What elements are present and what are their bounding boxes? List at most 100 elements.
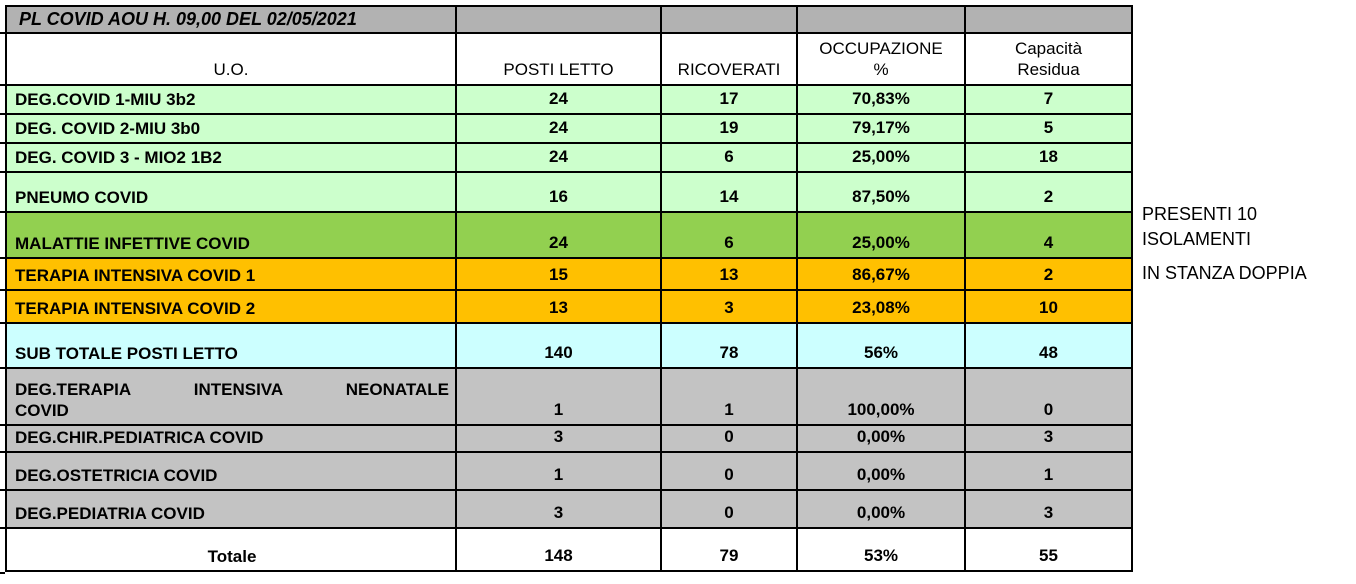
table-row: DEG.TERAPIA INTENSIVA NEONATALE COVID 1 1 1… xyxy=(0,369,1131,426)
cell-uo[interactable]: PNEUMO COVID xyxy=(7,173,457,211)
table-row: Totale 148 79 53% 55 xyxy=(0,529,1131,574)
cell-posti-letto[interactable]: 140 xyxy=(457,324,662,367)
cell-capacita-residua[interactable]: 0 xyxy=(1043,400,1054,419)
cell-posti-letto[interactable]: 3 xyxy=(457,426,662,451)
column-header-capacita-residua[interactable]: Capacità Residua xyxy=(966,34,1131,84)
cell-posti-letto[interactable]: 13 xyxy=(457,291,662,322)
table-row: DEG.PEDIATRIA COVID 3 0 0,00% 3 xyxy=(0,491,1131,529)
cell-uo[interactable]: DEG. COVID 2-MIU 3b0 xyxy=(7,115,457,142)
cell-uo[interactable]: DEG.COVID 1-MIU 3b2 xyxy=(7,86,457,113)
row-label: DEG.OSTETRICIA COVID xyxy=(15,466,218,485)
table-row: DEG.OSTETRICIA COVID 1 0 0,00% 1 xyxy=(0,453,1131,491)
cell-occupazione[interactable]: 86,67% xyxy=(798,259,966,289)
cell-capacita-residua[interactable]: 3 xyxy=(1043,427,1054,446)
cell-posti-letto[interactable]: 15 xyxy=(457,259,662,289)
cell-occupazione[interactable]: 25,00% xyxy=(798,213,966,257)
row-label: DEG.PEDIATRIA COVID xyxy=(15,504,205,523)
column-header-occupazione-label: OCCUPAZIONE % xyxy=(819,39,943,79)
cell-ricoverati[interactable]: 0 xyxy=(662,426,798,451)
cell-capacita-residua[interactable]: 1 xyxy=(1043,465,1054,484)
cell-occupazione[interactable]: 70,83% xyxy=(798,86,966,113)
table-row: SUB TOTALE POSTI LETTO 140 78 56% 48 xyxy=(0,324,1131,369)
title-row-empty-cell[interactable] xyxy=(457,7,662,32)
cell-capacita-residua[interactable]: 18 xyxy=(1039,147,1058,166)
cell-occupazione[interactable]: 56% xyxy=(798,324,966,367)
cell-posti-letto[interactable]: 16 xyxy=(457,173,662,211)
cell-occupazione[interactable]: 87,50% xyxy=(798,173,966,211)
column-header-uo-label: U.O. xyxy=(213,60,249,79)
cell-uo[interactable]: TERAPIA INTENSIVA COVID 1 xyxy=(7,259,457,289)
cell-ricoverati[interactable]: 79 xyxy=(662,529,798,570)
cell-capacita-residua[interactable]: 3 xyxy=(1043,503,1054,522)
title-row-empty-cell[interactable] xyxy=(966,7,1131,32)
title-row-empty-cell[interactable] xyxy=(798,7,966,32)
cell-posti-letto[interactable]: 148 xyxy=(457,529,662,570)
row-label: DEG. COVID 2-MIU 3b0 xyxy=(15,119,201,138)
table-title-cell[interactable]: PL COVID AOU H. 09,00 DEL 02/05/2021 xyxy=(7,7,457,32)
cell-capacita-residua[interactable]: 5 xyxy=(1043,118,1054,137)
cell-occupazione[interactable]: 0,00% xyxy=(798,453,966,489)
cell-uo[interactable]: DEG. COVID 3 - MIO2 1B2 xyxy=(7,144,457,171)
cell-ricoverati[interactable]: 13 xyxy=(662,259,798,289)
cell-capacita-residua[interactable]: 7 xyxy=(1043,89,1054,108)
cell-capacita-residua[interactable]: 10 xyxy=(1039,298,1058,317)
cell-ricoverati[interactable]: 3 xyxy=(662,291,798,322)
table-row: DEG. COVID 2-MIU 3b0 24 19 79,17% 5 xyxy=(0,115,1131,144)
cell-capacita-residua[interactable]: 2 xyxy=(1043,187,1054,206)
cell-uo[interactable]: DEG.OSTETRICIA COVID xyxy=(7,453,457,489)
table-header-row: U.O. POSTI LETTO RICOVERATI OCCUPAZIONE … xyxy=(0,34,1131,86)
cell-occupazione[interactable]: 23,08% xyxy=(798,291,966,322)
cell-ricoverati[interactable]: 1 xyxy=(662,369,798,424)
cell-occupazione[interactable]: 53% xyxy=(798,529,966,570)
cell-capacita-residua[interactable]: 55 xyxy=(1039,546,1058,565)
column-header-ricoverati[interactable]: RICOVERATI xyxy=(662,34,798,84)
cell-capacita-residua[interactable]: 48 xyxy=(1039,343,1058,362)
table-row: TERAPIA INTENSIVA COVID 2 13 3 23,08% 10 xyxy=(0,291,1131,324)
cell-ricoverati[interactable]: 6 xyxy=(662,144,798,171)
cell-uo[interactable]: SUB TOTALE POSTI LETTO xyxy=(7,324,457,367)
table-title-row: PL COVID AOU H. 09,00 DEL 02/05/2021 xyxy=(0,7,1131,34)
side-note: PRESENTI 10 ISOLAMENTI IN STANZA DOPPIA xyxy=(1142,202,1356,286)
cell-uo[interactable]: DEG.PEDIATRIA COVID xyxy=(7,491,457,527)
column-header-uo[interactable]: U.O. xyxy=(7,34,457,84)
cell-posti-letto[interactable]: 24 xyxy=(457,213,662,257)
cell-posti-letto[interactable]: 24 xyxy=(457,144,662,171)
table-row: MALATTIE INFETTIVE COVID 24 6 25,00% 4 xyxy=(0,213,1131,259)
cell-capacita-residua[interactable]: 2 xyxy=(1043,265,1054,284)
row-label: MALATTIE INFETTIVE COVID xyxy=(15,234,250,253)
cell-ricoverati[interactable]: 17 xyxy=(662,86,798,113)
cell-occupazione[interactable]: 79,17% xyxy=(798,115,966,142)
cell-uo[interactable]: TERAPIA INTENSIVA COVID 2 xyxy=(7,291,457,322)
cell-ricoverati[interactable]: 19 xyxy=(662,115,798,142)
table-row: DEG.COVID 1-MIU 3b2 24 17 70,83% 7 xyxy=(0,86,1131,115)
cell-posti-letto[interactable]: 1 xyxy=(457,453,662,489)
column-header-posti-letto[interactable]: POSTI LETTO xyxy=(457,34,662,84)
cell-uo[interactable]: DEG.CHIR.PEDIATRICA COVID xyxy=(7,426,457,451)
cell-ricoverati[interactable]: 14 xyxy=(662,173,798,211)
cell-ricoverati[interactable]: 0 xyxy=(662,491,798,527)
column-header-occupazione[interactable]: OCCUPAZIONE % xyxy=(798,34,966,84)
row-label: SUB TOTALE POSTI LETTO xyxy=(15,344,238,363)
title-row-empty-cell[interactable] xyxy=(662,7,798,32)
cell-occupazione[interactable]: 0,00% xyxy=(798,426,966,451)
cell-ricoverati[interactable]: 0 xyxy=(662,453,798,489)
cell-ricoverati[interactable]: 6 xyxy=(662,213,798,257)
cell-uo[interactable]: Totale xyxy=(7,529,457,570)
cell-occupazione[interactable]: 0,00% xyxy=(798,491,966,527)
cell-posti-letto[interactable]: 3 xyxy=(457,491,662,527)
cell-occupazione[interactable]: 100,00% xyxy=(798,369,966,424)
cell-posti-letto[interactable]: 24 xyxy=(457,115,662,142)
side-note-line1[interactable]: PRESENTI 10 ISOLAMENTI xyxy=(1142,204,1258,249)
row-label: DEG.CHIR.PEDIATRICA COVID xyxy=(15,428,264,447)
cell-uo[interactable]: MALATTIE INFETTIVE COVID xyxy=(7,213,457,257)
cell-occupazione[interactable]: 25,00% xyxy=(798,144,966,171)
cell-capacita-residua[interactable]: 4 xyxy=(1043,233,1054,252)
cell-uo[interactable]: DEG.TERAPIA INTENSIVA NEONATALE COVID xyxy=(7,369,457,424)
cell-posti-letto[interactable]: 24 xyxy=(457,86,662,113)
table-row: TERAPIA INTENSIVA COVID 1 15 13 86,67% 2 xyxy=(0,259,1131,291)
cell-posti-letto[interactable]: 1 xyxy=(457,369,662,424)
table-row: DEG.CHIR.PEDIATRICA COVID 3 0 0,00% 3 xyxy=(0,426,1131,453)
side-note-line2[interactable]: IN STANZA DOPPIA xyxy=(1142,263,1307,283)
cell-ricoverati[interactable]: 78 xyxy=(662,324,798,367)
